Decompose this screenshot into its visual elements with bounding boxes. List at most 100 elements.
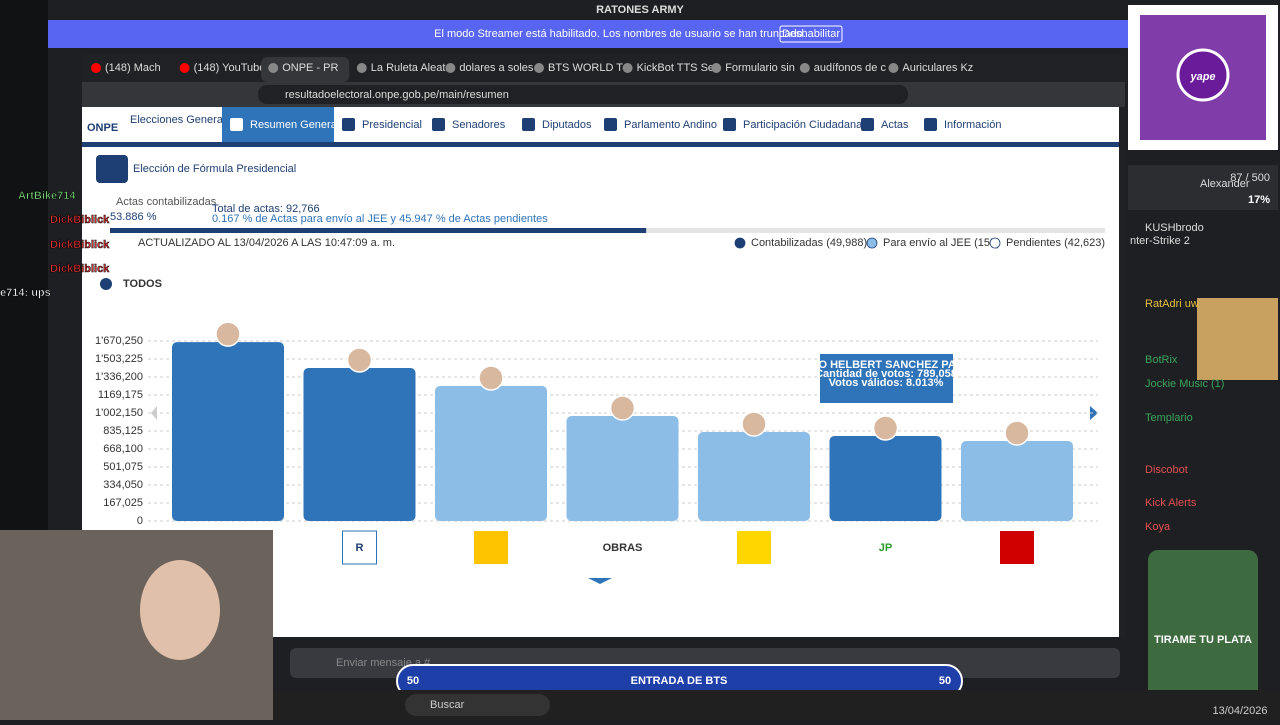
bar — [435, 385, 547, 521]
onpe-logo-area — [82, 107, 222, 142]
y-tick-label: 167,025 — [103, 497, 143, 509]
nav-item[interactable]: Diputados — [542, 119, 592, 131]
window-title: RATONES ARMY — [596, 4, 684, 16]
tab-title[interactable]: dolares a soles — [459, 62, 533, 74]
y-tick-label: 1169,175 — [98, 389, 143, 401]
bar — [172, 342, 284, 521]
tab-icon — [91, 63, 101, 73]
candidate-photo — [872, 415, 899, 441]
y-tick-label: 1'503,225 — [95, 353, 143, 365]
tab-title[interactable]: (148) YouTube — [194, 62, 266, 74]
total-actas: Total de actas: 92,766 — [212, 203, 320, 215]
progress-label: Actas contabilizadas — [116, 196, 217, 208]
next-arrow[interactable] — [1090, 406, 1098, 420]
chat-overlay-name: DickBiblick — [50, 239, 110, 251]
webcam-person — [140, 560, 220, 660]
nav-icon — [522, 118, 535, 131]
tab-title[interactable]: Auriculares Kz — [902, 62, 973, 74]
legend-label: Contabilizadas (49,988) — [751, 237, 867, 249]
y-tick-label: 668,100 — [103, 443, 143, 455]
candidate-photo — [215, 321, 241, 347]
banner-button[interactable] — [779, 25, 843, 43]
candidate-photo — [1004, 420, 1030, 446]
url[interactable]: resultadoelectoral.onpe.gob.pe/main/resu… — [285, 89, 509, 101]
active-tab[interactable] — [261, 57, 350, 82]
discord-level: 17% — [1248, 194, 1270, 206]
discord-member: Discobot — [1145, 464, 1188, 476]
discord-member: Kick Alerts — [1145, 497, 1197, 509]
progress-detail: 0.167 % de Actas para envío al JEE y 45.… — [212, 213, 548, 225]
webcam — [0, 530, 273, 720]
banner-button-label[interactable]: Deshabilitar — [782, 28, 840, 40]
tab-icon — [445, 63, 456, 73]
y-tick-label: 835,125 — [103, 425, 143, 437]
nav-item[interactable]: Presidencial — [362, 119, 422, 131]
dog-image — [1197, 298, 1278, 380]
nav-icon — [604, 118, 617, 131]
banner-text: El modo Streamer está habilitado. Los no… — [434, 28, 806, 40]
bar — [698, 431, 810, 521]
chat-overlay-name: ArtBike714 — [18, 190, 76, 202]
tab-title[interactable]: Formulario sin — [725, 62, 795, 74]
yape-text: yape — [1189, 71, 1215, 83]
filter[interactable]: TODOS — [123, 278, 162, 290]
tab-icon — [711, 63, 722, 73]
chat-overlay-name: DickBiblick — [50, 214, 110, 226]
y-tick-label: 1'002,150 — [95, 407, 143, 419]
chat-overlay-name: DickBiblick — [50, 263, 110, 275]
legend-label: Para envío al JEE (155) — [883, 237, 1000, 249]
y-tick-label: 0 — [137, 515, 143, 527]
tab-title[interactable]: ONPE - PR — [282, 62, 338, 74]
legend-swatch — [989, 237, 1001, 249]
tooltip-line: Votos válidos: 8.013% — [829, 377, 944, 389]
tab-icon — [534, 63, 544, 73]
tab-icon — [888, 63, 899, 73]
nav-rule — [82, 142, 1119, 147]
discord-member: BotRix — [1145, 354, 1178, 366]
nav-item[interactable]: Senadores — [452, 119, 506, 131]
tab-title[interactable]: La Ruleta Aleat — [371, 62, 446, 74]
nav-icon — [432, 118, 445, 131]
taskbar-date: 13/04/2026 — [1212, 705, 1267, 717]
party-logo-text: R — [356, 542, 364, 554]
tooltip-line: ROBERTO HELBERT SANCHEZ PALOMINO — [772, 359, 1000, 371]
tab-title[interactable]: KickBot TTS Set — [637, 62, 718, 74]
discord-member: Koya — [1145, 521, 1171, 533]
onpe-logo: ONPE — [87, 122, 118, 134]
y-tick-label: 1'336,200 — [95, 371, 143, 383]
candidate-photo — [609, 395, 636, 421]
tooltip — [820, 354, 953, 403]
nav-item[interactable]: Información — [944, 119, 1001, 131]
nav — [222, 107, 1119, 142]
nav-item[interactable]: Resumen General — [250, 119, 339, 131]
tab-icon — [799, 63, 810, 73]
party-logo — [474, 531, 508, 564]
discord-member: KUSHbrodo — [1145, 222, 1204, 234]
candidate-photo — [478, 365, 504, 391]
tab-icon — [268, 63, 279, 73]
discord-user — [1128, 165, 1278, 210]
nav-item[interactable]: Actas — [881, 119, 909, 131]
progress-fill — [110, 228, 647, 233]
chat-overlay-name: e714: ups — [0, 287, 51, 299]
candidate-photo — [741, 411, 767, 437]
bar — [303, 367, 416, 521]
tab-title[interactable]: audífonos de c — [814, 62, 887, 74]
candidate-photo — [346, 347, 373, 373]
party-logo — [868, 531, 903, 564]
tab-title[interactable]: BTS WORLD TO — [548, 62, 632, 74]
url-field[interactable] — [258, 85, 908, 104]
scroll-caret — [588, 578, 612, 584]
taskbar-search[interactable] — [405, 694, 550, 716]
party-logo-text: JP — [879, 542, 892, 554]
tab-title[interactable]: (148) Mach — [105, 62, 161, 74]
tab-icon — [179, 63, 190, 73]
nav-icon — [924, 118, 937, 131]
nav-item[interactable]: Parlamento Andino — [624, 119, 717, 131]
taskbar-search-text[interactable]: Buscar — [430, 699, 465, 711]
discord-username: Alexander — [1200, 178, 1250, 190]
nav-item[interactable]: Participación Ciudadana — [743, 119, 863, 131]
discord-member: nter-Strike 2 — [1130, 235, 1190, 247]
discord-member: Templario — [1145, 412, 1193, 424]
